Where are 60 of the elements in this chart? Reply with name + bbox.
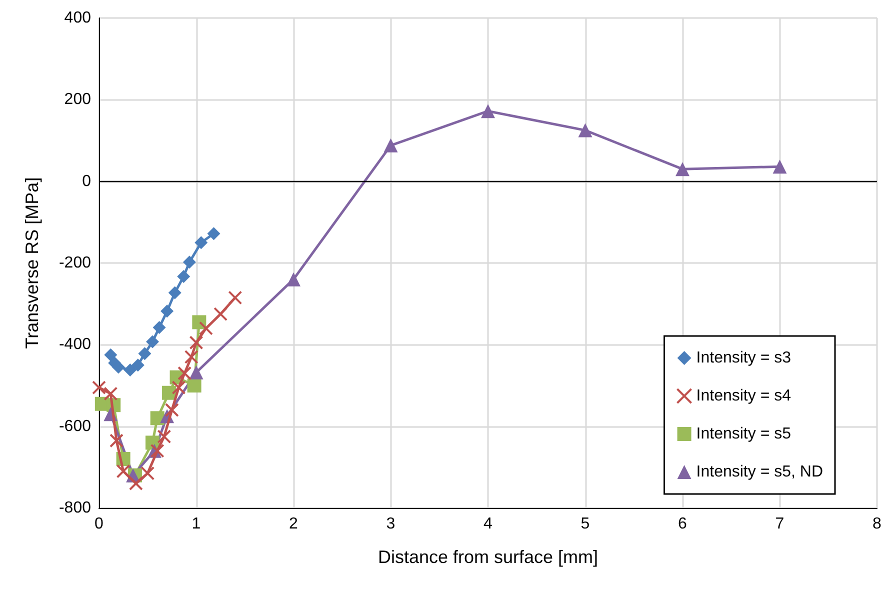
point bbox=[168, 286, 182, 300]
point bbox=[172, 380, 186, 395]
point bbox=[184, 350, 198, 364]
point bbox=[178, 366, 192, 380]
x-tick-label: 1 bbox=[192, 516, 201, 532]
point bbox=[112, 360, 125, 374]
point bbox=[189, 365, 204, 380]
point bbox=[104, 386, 118, 401]
point bbox=[192, 315, 206, 330]
y-axis-title: Transverse RS [MPa] bbox=[22, 177, 42, 349]
y-tick-label: 0 bbox=[82, 172, 92, 190]
point bbox=[104, 348, 118, 362]
point bbox=[138, 347, 152, 360]
y-tick-label: -400 bbox=[58, 336, 92, 354]
point bbox=[772, 160, 787, 174]
legend-label: Intensity = s4 bbox=[696, 388, 792, 404]
point bbox=[146, 335, 159, 348]
legend-label: Intensity = s5 bbox=[696, 426, 792, 442]
y-tick-label: 200 bbox=[64, 91, 92, 108]
x-tick-label: 8 bbox=[872, 516, 882, 532]
point bbox=[128, 476, 143, 490]
point bbox=[676, 162, 690, 176]
x-tick-label: 7 bbox=[775, 516, 784, 532]
point bbox=[177, 270, 190, 283]
x-tick-label: 3 bbox=[386, 516, 396, 532]
legend-label: Intensity = s3 bbox=[696, 350, 792, 366]
x-tick-label: 4 bbox=[484, 516, 493, 532]
y-tick-label: -600 bbox=[58, 418, 92, 435]
point bbox=[286, 272, 300, 286]
point bbox=[207, 227, 220, 240]
point bbox=[182, 256, 196, 269]
x-tick-label: 2 bbox=[289, 516, 298, 532]
point bbox=[152, 321, 166, 334]
point bbox=[160, 304, 174, 318]
point bbox=[110, 434, 124, 448]
point bbox=[124, 363, 137, 376]
y-tick-label: -800 bbox=[58, 500, 92, 516]
point bbox=[214, 307, 228, 322]
point bbox=[578, 123, 592, 138]
point bbox=[164, 403, 179, 417]
x-axis-title: Distance from surface [mm] bbox=[378, 547, 598, 567]
point bbox=[162, 386, 176, 400]
legend-label: Intensity = s5, ND bbox=[696, 464, 823, 480]
point bbox=[157, 430, 172, 444]
point bbox=[384, 138, 398, 152]
point bbox=[150, 444, 164, 458]
x-tick-label: 6 bbox=[678, 516, 688, 532]
x-tick-label: 5 bbox=[580, 516, 590, 532]
y-tick-label: -200 bbox=[58, 254, 92, 272]
point bbox=[140, 466, 155, 480]
point bbox=[116, 464, 130, 478]
point bbox=[189, 336, 204, 350]
y-tick-label: 400 bbox=[64, 10, 92, 26]
point bbox=[481, 104, 495, 118]
point bbox=[194, 236, 208, 250]
point bbox=[187, 378, 202, 392]
point bbox=[198, 321, 213, 336]
point bbox=[131, 358, 144, 372]
point bbox=[150, 411, 164, 426]
x-tick-label: 0 bbox=[94, 516, 104, 532]
